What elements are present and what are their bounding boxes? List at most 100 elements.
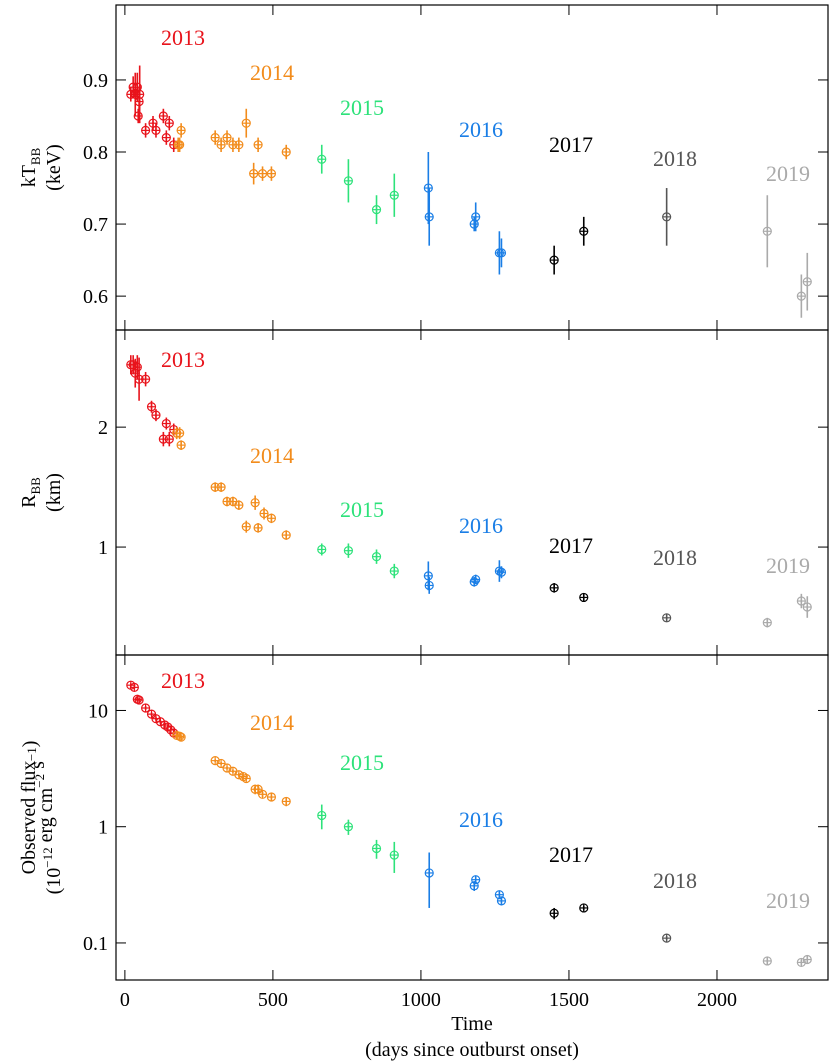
data-point [579,592,589,603]
label-text: erg cm [35,787,57,847]
y-axis-label: (keV) [43,144,65,191]
data-point [762,226,772,236]
year-label: 2015 [340,750,384,775]
data-point [175,140,185,150]
year-label: 2019 [766,888,810,913]
data-point [662,613,672,623]
data-point [471,212,481,222]
data-point [141,374,151,384]
data-point [161,418,171,429]
year-label: 2016 [459,807,503,832]
data-point [141,125,151,135]
data-point [253,523,263,533]
data-point [234,140,244,150]
data-point [216,482,226,492]
data-point [281,530,291,540]
data-point [549,255,559,265]
x-tick-label: 500 [258,989,288,1011]
data-point [151,125,161,135]
year-label: 2013 [161,25,205,50]
data-point [161,132,171,143]
y-axis-label: kTBB [18,147,43,187]
year-label: 2016 [459,117,503,142]
data-point [216,758,226,769]
year-label: 2018 [653,868,697,893]
year-label: 2016 [459,513,503,538]
year-label: 2014 [250,710,294,735]
data-point [228,766,238,776]
data-point [141,703,151,713]
year-label: 2017 [549,533,593,558]
y-axis-label: (10−12 erg cm−2 s−1) [19,741,65,895]
data-point [257,169,268,179]
label-text: Observed flux [18,761,40,875]
data-point [281,147,291,157]
label-text: (10 [43,868,65,895]
data-point [496,896,507,906]
data-point [151,410,161,420]
data-point [762,618,772,628]
data-point [802,277,812,287]
x-tick-label: 1000 [401,989,441,1011]
data-point [424,212,434,222]
data-point [579,226,589,236]
data-point [343,822,353,832]
data-point [266,792,277,802]
data-point [164,118,174,128]
year-label: 2014 [250,443,294,468]
data-point [135,89,145,99]
year-label: 2014 [250,60,294,85]
data-point [241,773,251,784]
data-point [259,508,269,519]
data-point [253,140,263,150]
data-point [146,709,157,719]
data-point [222,132,232,143]
data-point [317,154,327,164]
data-point [146,402,157,412]
y-tick-label: 0.8 [83,142,108,164]
label-text: (keV) [43,144,65,191]
data-point [796,291,806,301]
data-point [317,810,327,821]
data-point [210,132,220,143]
year-label: 2013 [161,668,205,693]
data-point [579,903,589,913]
year-label: 2017 [549,842,593,867]
data-point [317,544,327,555]
data-point [158,111,168,121]
data-point [234,500,244,510]
data-point [241,522,251,532]
label-sup: −12 [40,847,55,867]
data-point [228,496,238,507]
x-axis-label: Time [451,1013,493,1035]
x-tick-label: 1500 [549,989,589,1011]
panel-frame [115,654,829,981]
data-point [343,546,353,556]
y-tick-label: 10 [88,700,108,722]
data-point [164,434,174,444]
data-point [134,695,144,705]
data-point [133,111,143,121]
y-tick-label: 0.1 [83,933,108,955]
data-point [662,212,672,222]
data-point [216,140,226,150]
data-point [496,248,507,258]
y-tick-label: 1 [98,817,108,839]
data-point [424,580,434,591]
year-label: 2015 [340,95,384,120]
label-text: ) [19,741,41,748]
data-point [469,881,479,891]
y-tick-label: 0.6 [83,286,108,308]
data-point [762,956,772,966]
year-label: 2017 [549,132,593,157]
data-point [389,190,399,200]
data-point [796,596,806,606]
data-point [266,513,277,523]
y-axis-label: RBB [18,477,43,508]
data-point [175,428,185,438]
label-text: (km) [43,473,65,512]
data-point [471,574,481,585]
data-point [371,205,382,215]
data-point [423,183,433,193]
